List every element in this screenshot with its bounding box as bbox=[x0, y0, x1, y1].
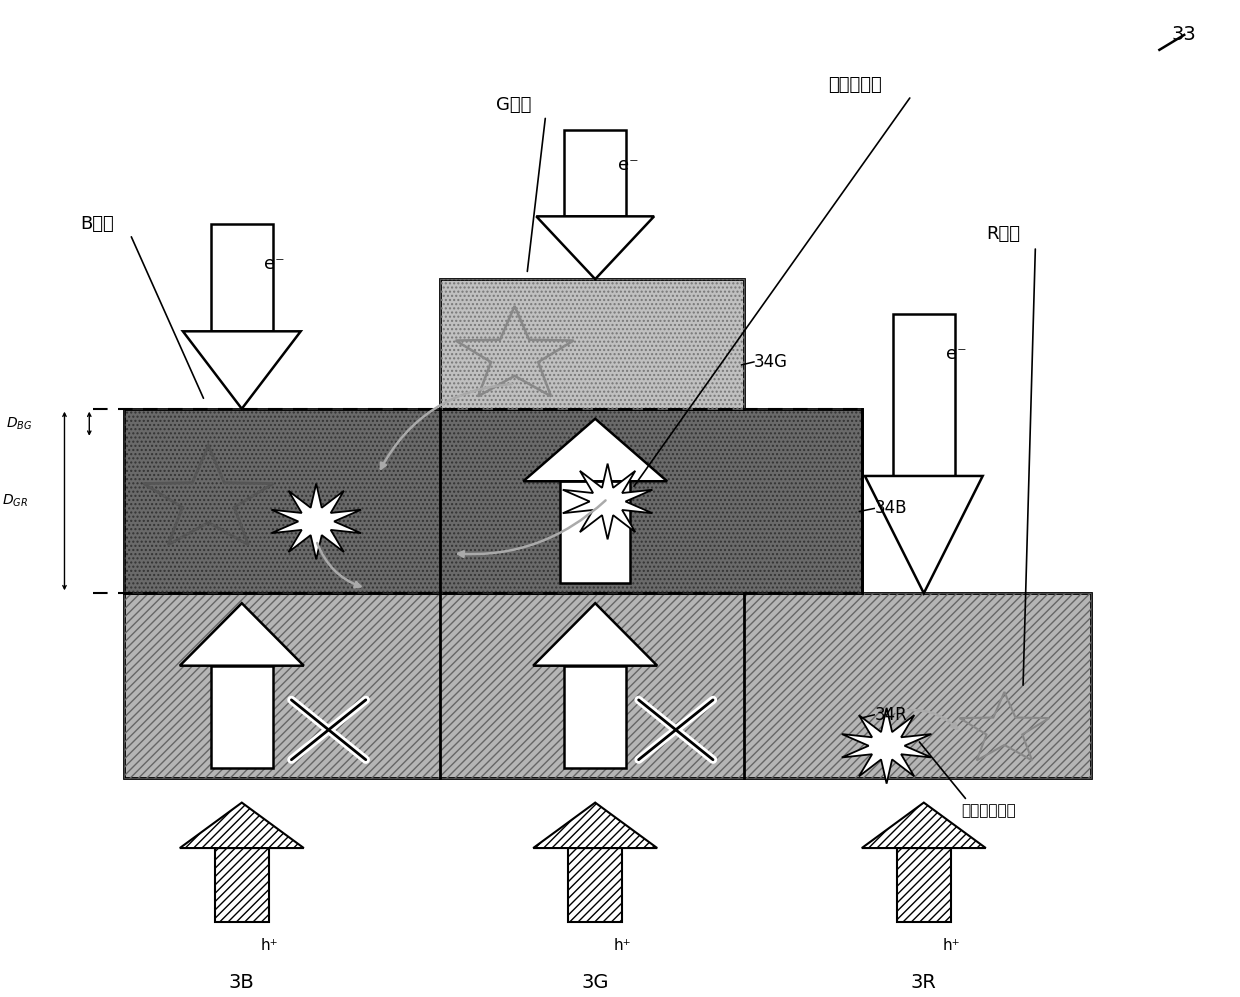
Text: 激子生成位置: 激子生成位置 bbox=[961, 803, 1016, 819]
Polygon shape bbox=[523, 419, 667, 482]
Polygon shape bbox=[180, 803, 304, 848]
Text: 福斯特跃迁: 福斯特跃迁 bbox=[828, 76, 882, 94]
Polygon shape bbox=[563, 464, 652, 539]
Bar bbox=[560, 482, 630, 583]
Text: B发光: B发光 bbox=[81, 215, 114, 233]
Text: e⁻: e⁻ bbox=[264, 255, 285, 273]
Text: 34G: 34G bbox=[754, 353, 787, 371]
Text: h⁺: h⁺ bbox=[260, 937, 278, 953]
Text: e⁻: e⁻ bbox=[618, 156, 639, 173]
Text: 34B: 34B bbox=[874, 499, 906, 517]
Text: $D_{BG}$: $D_{BG}$ bbox=[6, 416, 32, 432]
Text: h⁺: h⁺ bbox=[614, 937, 631, 953]
Text: 3R: 3R bbox=[911, 972, 936, 992]
Polygon shape bbox=[862, 803, 986, 848]
Polygon shape bbox=[533, 603, 657, 666]
Bar bbox=[564, 666, 626, 768]
Bar bbox=[124, 593, 1091, 778]
Text: 33: 33 bbox=[1172, 25, 1197, 44]
Text: h⁺: h⁺ bbox=[942, 937, 960, 953]
Text: 3B: 3B bbox=[229, 972, 254, 992]
Polygon shape bbox=[180, 603, 304, 666]
Text: $D_{GR}$: $D_{GR}$ bbox=[2, 493, 29, 509]
Text: R发光: R发光 bbox=[986, 225, 1019, 243]
Polygon shape bbox=[533, 803, 657, 848]
Text: e⁻: e⁻ bbox=[946, 345, 967, 363]
Bar bbox=[440, 279, 744, 409]
Bar bbox=[564, 130, 626, 216]
FancyArrowPatch shape bbox=[458, 500, 605, 556]
Bar bbox=[893, 314, 955, 476]
Bar bbox=[211, 666, 273, 768]
Bar bbox=[568, 848, 622, 922]
Bar bbox=[124, 593, 1091, 778]
Text: 34R: 34R bbox=[874, 706, 906, 724]
Bar bbox=[897, 848, 951, 922]
Bar bbox=[124, 409, 862, 593]
Polygon shape bbox=[866, 476, 982, 593]
FancyArrowPatch shape bbox=[317, 543, 361, 587]
Bar bbox=[215, 848, 269, 922]
Polygon shape bbox=[536, 216, 655, 279]
FancyArrowPatch shape bbox=[381, 384, 512, 469]
Bar bbox=[440, 279, 744, 409]
Polygon shape bbox=[272, 484, 361, 559]
Polygon shape bbox=[184, 331, 300, 409]
Polygon shape bbox=[842, 708, 931, 784]
Bar bbox=[124, 409, 862, 593]
Text: 3G: 3G bbox=[582, 972, 609, 992]
FancyArrowPatch shape bbox=[895, 710, 957, 729]
Text: G发光: G发光 bbox=[496, 96, 532, 114]
Bar bbox=[211, 224, 273, 331]
